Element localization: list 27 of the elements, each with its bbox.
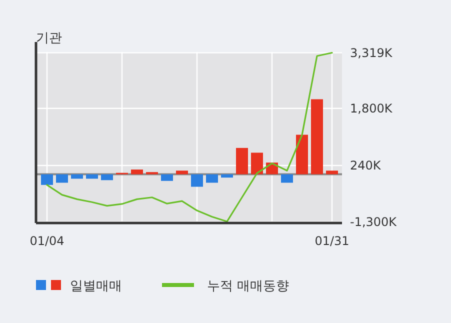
legend-label: 누적 매매동향 bbox=[207, 279, 290, 294]
bar bbox=[251, 152, 263, 174]
line-series bbox=[46, 52, 333, 222]
y-tick-label: 1,800K bbox=[350, 101, 394, 116]
bar bbox=[161, 174, 173, 181]
bar bbox=[206, 174, 218, 183]
chart-title: 기관 bbox=[36, 31, 62, 46]
bar bbox=[236, 148, 248, 174]
bar bbox=[71, 174, 83, 179]
bar bbox=[41, 174, 53, 185]
bar bbox=[86, 174, 98, 179]
bar bbox=[131, 170, 143, 174]
bar bbox=[101, 174, 113, 180]
bar bbox=[191, 174, 203, 187]
y-tick-label: 3,319K bbox=[350, 46, 394, 60]
y-tick-label: 240K bbox=[350, 158, 382, 173]
bar bbox=[56, 174, 68, 183]
bar bbox=[221, 174, 233, 178]
bar bbox=[311, 99, 323, 174]
bar bbox=[296, 134, 308, 174]
legend-label: 일별매매 bbox=[70, 279, 122, 294]
x-tick-label: 01/31 bbox=[314, 234, 350, 248]
bar bbox=[176, 170, 188, 174]
bar bbox=[281, 174, 293, 183]
bar bbox=[326, 170, 338, 174]
y-tick-label: -1,300K bbox=[350, 214, 398, 229]
x-tick-label: 01/04 bbox=[30, 234, 64, 248]
